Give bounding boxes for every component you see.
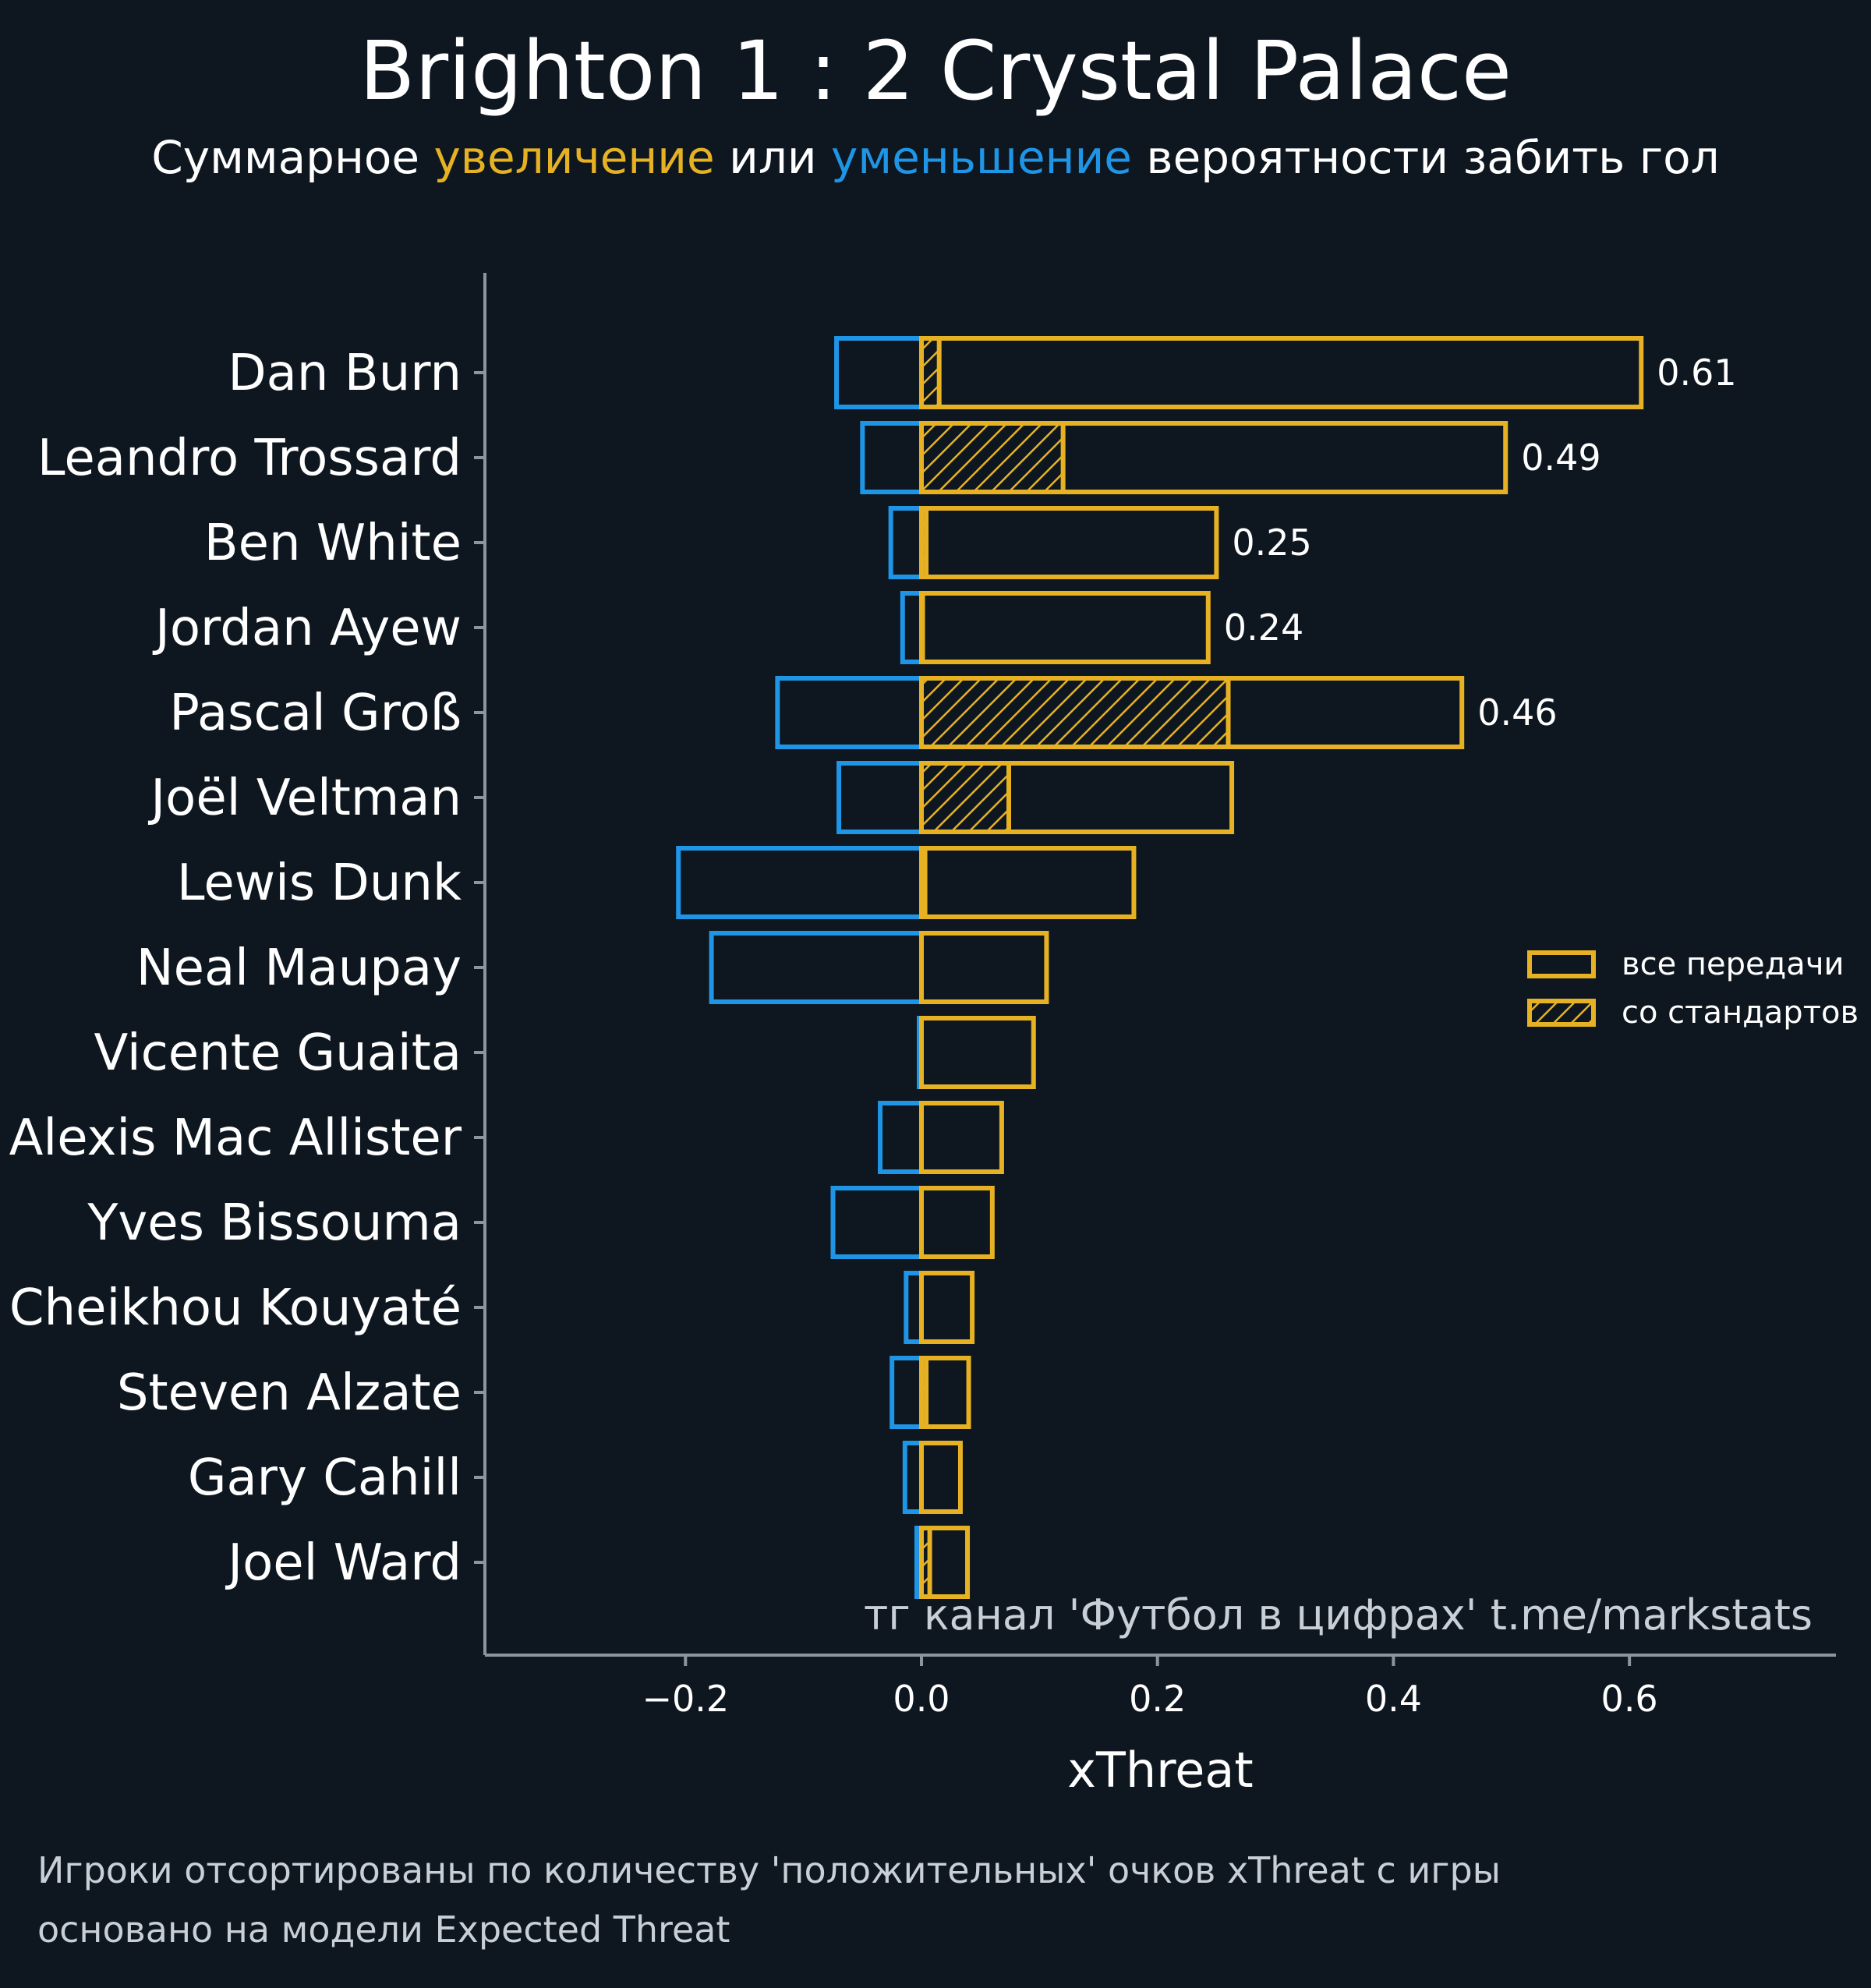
negative-bar: [902, 1441, 925, 1514]
subtitle-post: вероятности забить гол: [1131, 131, 1720, 184]
positive-bar: [919, 1356, 971, 1429]
positive-bar: [919, 1101, 1004, 1174]
positive-bar: [919, 1186, 995, 1259]
x-tick-label: −0.2: [642, 1678, 729, 1720]
value-label: 0.25: [1232, 522, 1311, 564]
legend: все передачи со стандартов: [1527, 946, 1859, 1031]
player-label: Lewis Dunk: [177, 854, 462, 912]
value-label: 0.49: [1521, 437, 1600, 479]
positive-bar: [919, 421, 1508, 494]
set-piece-bar: [919, 336, 942, 409]
negative-bar: [878, 1101, 925, 1174]
x-tick-label: 0.6: [1601, 1678, 1658, 1720]
labels-layer: Dan Burn Leandro Trossard Ben White Jordan …: [9, 345, 1813, 1799]
negative-bar: [709, 931, 925, 1004]
value-label: 0.61: [1657, 352, 1736, 394]
player-label: Dan Burn: [228, 345, 462, 402]
watermark: тг канал 'Футбол в цифрах' t.me/markstat…: [864, 1590, 1813, 1640]
subtitle-pre: Суммарное: [151, 131, 434, 184]
player-label: Alexis Mac Allister: [9, 1109, 462, 1167]
positive-bar: [919, 846, 1137, 919]
value-label: 0.46: [1477, 692, 1557, 734]
subtitle-negative-word: уменьшение: [831, 131, 1132, 184]
positive-bar: [919, 1526, 971, 1599]
positive-bar: [919, 1441, 963, 1514]
chart-title: Brighton 1 : 2 Crystal Palace: [359, 23, 1512, 119]
player-label: Cheikhou Kouyaté: [9, 1279, 462, 1337]
x-tick-label: 0.4: [1365, 1678, 1422, 1720]
x-tick-label: 0.2: [1129, 1678, 1186, 1720]
negative-bar: [890, 1356, 925, 1429]
positive-bar: [919, 1271, 975, 1344]
x-axis-label: xThreat: [1067, 1742, 1253, 1799]
negative-bar: [836, 761, 925, 834]
player-label: Vicente Guaita: [94, 1024, 462, 1082]
subtitle-positive-word: увеличение: [433, 131, 715, 184]
axes-layer: [474, 273, 1836, 1666]
negative-bar: [676, 846, 925, 919]
positive-bar: [919, 676, 1465, 749]
player-label: Neal Maupay: [136, 939, 462, 997]
negative-bar: [860, 421, 925, 494]
negative-bar: [830, 1186, 925, 1259]
player-label: Ben White: [204, 515, 462, 572]
positive-bar: [919, 506, 1219, 579]
positive-bar: [919, 761, 1235, 834]
player-label: Gary Cahill: [188, 1449, 462, 1507]
legend-swatch-hatched: [1527, 999, 1596, 1027]
legend-label: все передачи: [1622, 946, 1844, 982]
player-label: Joël Veltman: [147, 769, 462, 827]
positive-bar: [919, 336, 1644, 409]
set-piece-bar: [919, 761, 1012, 834]
bars-layer: [676, 336, 1644, 1599]
negative-bar: [834, 336, 925, 409]
set-piece-bar: [919, 421, 1066, 494]
player-label: Leandro Trossard: [37, 430, 462, 487]
legend-swatch-outline: [1527, 950, 1596, 978]
chart-subtitle: Суммарное увеличение или уменьшение веро…: [0, 131, 1871, 184]
player-label: Steven Alzate: [117, 1364, 462, 1422]
legend-label: со стандартов: [1622, 995, 1859, 1031]
positive-bar: [919, 1016, 1036, 1089]
negative-bar: [775, 676, 925, 749]
player-label: Joel Ward: [225, 1534, 462, 1592]
set-piece-bar: [919, 676, 1231, 749]
positive-bar: [919, 591, 1211, 664]
player-label: Yves Bissouma: [87, 1194, 462, 1252]
player-label: Pascal Groß: [169, 684, 462, 742]
x-tick-label: 0.0: [893, 1678, 950, 1720]
negative-bar: [888, 506, 925, 579]
subtitle-mid: или: [714, 131, 832, 184]
footnote-sorting: Игроки отсортированы по количеству 'поло…: [37, 1849, 1501, 1891]
value-label: 0.24: [1224, 607, 1303, 649]
footnote-model: основано на модели Expected Threat: [37, 1908, 730, 1951]
negative-bar: [900, 591, 925, 664]
positive-bar: [919, 931, 1049, 1004]
player-label: Jordan Ayew: [152, 600, 462, 657]
